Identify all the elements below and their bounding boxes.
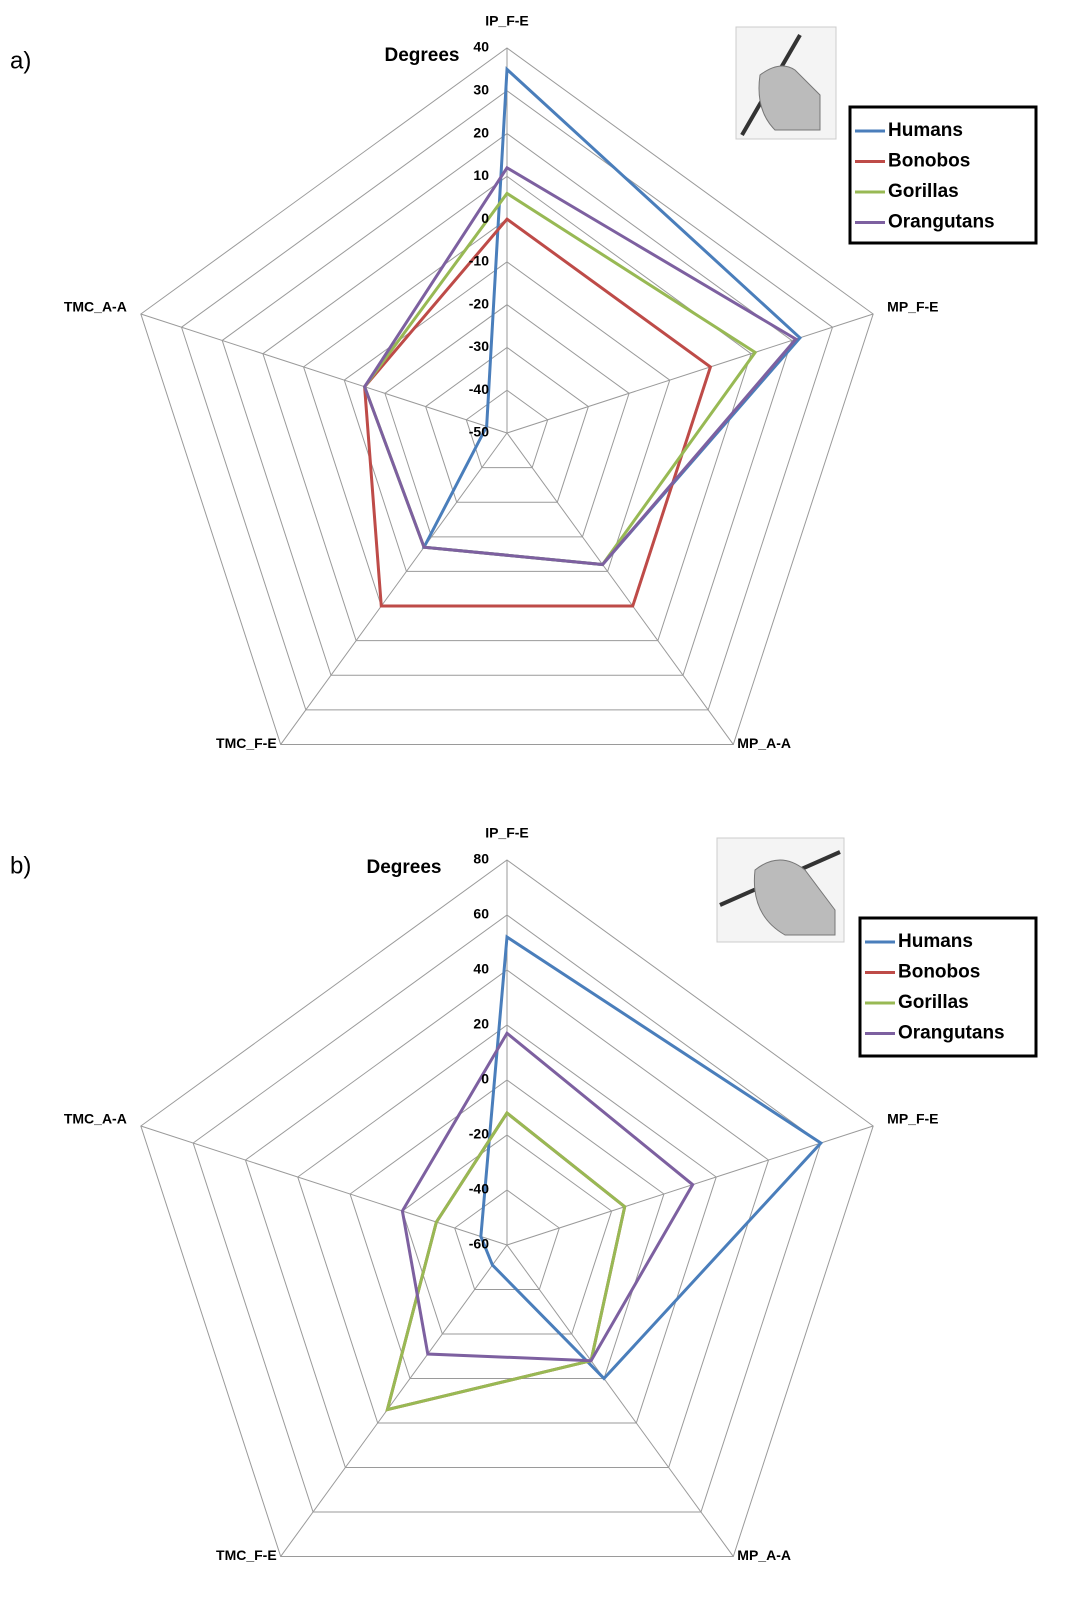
grid-ring xyxy=(465,389,549,469)
legend-label: Orangutans xyxy=(888,212,995,233)
hand-icon xyxy=(735,26,837,140)
grid-ring xyxy=(401,1134,613,1335)
category-label: MP_A-A xyxy=(737,735,791,751)
tick-label: -40 xyxy=(469,1181,489,1197)
tick-label: 20 xyxy=(473,1016,489,1032)
tick-label: -40 xyxy=(469,381,489,397)
grid-ring xyxy=(297,1024,717,1424)
grid-ring xyxy=(244,969,770,1468)
grid-ring xyxy=(454,1189,560,1290)
tick-label: 80 xyxy=(473,851,489,867)
grid-ring xyxy=(343,261,671,572)
category-label: TMC_A-A xyxy=(64,1111,127,1127)
grid-ring xyxy=(180,90,834,711)
grid-ring xyxy=(384,304,630,538)
grid-ring xyxy=(140,47,874,745)
category-label: TMC_A-A xyxy=(64,299,127,315)
tick-label: -60 xyxy=(469,1236,489,1252)
spoke xyxy=(506,1125,874,1246)
panel-label: a) xyxy=(10,47,31,74)
tick-label: 0 xyxy=(481,210,489,226)
legend-label: Bonobos xyxy=(888,151,970,172)
spoke xyxy=(280,432,508,745)
spoke xyxy=(506,432,734,745)
panel-label: b) xyxy=(10,852,31,879)
legend-label: Gorillas xyxy=(898,992,969,1013)
tick-label: 20 xyxy=(473,124,489,140)
tick-label: -20 xyxy=(469,295,489,311)
category-label: IP_F-E xyxy=(485,825,529,841)
legend-label: Orangutans xyxy=(898,1023,1005,1044)
tick-label: 30 xyxy=(473,81,489,97)
axis-title: Degrees xyxy=(367,857,442,878)
spoke xyxy=(280,1244,508,1557)
category-label: TMC_F-E xyxy=(216,1547,277,1563)
category-label: MP_F-E xyxy=(887,299,938,315)
tick-label: -20 xyxy=(469,1126,489,1142)
grid-ring xyxy=(425,346,589,503)
spoke xyxy=(140,313,508,434)
legend-label: Humans xyxy=(898,931,973,952)
hand-icon xyxy=(716,837,845,943)
series-line xyxy=(385,1110,627,1412)
legend-label: Bonobos xyxy=(898,962,980,983)
spoke xyxy=(506,313,874,434)
legend-label: Humans xyxy=(888,120,963,141)
axis-title: Degrees xyxy=(385,45,460,66)
tick-label: 10 xyxy=(473,167,489,183)
tick-label: -50 xyxy=(469,424,489,440)
grid-ring xyxy=(349,1079,665,1379)
tick-label: 40 xyxy=(473,961,489,977)
tick-label: 0 xyxy=(481,1071,489,1087)
series-line xyxy=(362,165,799,567)
grid-ring xyxy=(192,914,822,1513)
category-label: IP_F-E xyxy=(485,13,529,29)
grid-ring xyxy=(221,132,793,676)
tick-label: -30 xyxy=(469,338,489,354)
tick-label: 60 xyxy=(473,906,489,922)
legend-label: Gorillas xyxy=(888,181,959,202)
spoke xyxy=(140,1125,508,1246)
category-label: MP_A-A xyxy=(737,1547,791,1563)
category-label: TMC_F-E xyxy=(216,735,277,751)
category-label: MP_F-E xyxy=(887,1111,938,1127)
legend: Humans Bonobos Gorillas Orangutans xyxy=(848,105,1038,245)
grid-ring xyxy=(140,859,874,1557)
series-line xyxy=(363,217,713,608)
legend: Humans Bonobos Gorillas Orangutans xyxy=(858,916,1038,1058)
spoke xyxy=(506,1244,734,1557)
series-line xyxy=(479,934,824,1381)
tick-label: 40 xyxy=(473,39,489,55)
tick-label: -10 xyxy=(469,253,489,269)
series-line xyxy=(400,1030,695,1363)
series-line xyxy=(362,191,758,567)
